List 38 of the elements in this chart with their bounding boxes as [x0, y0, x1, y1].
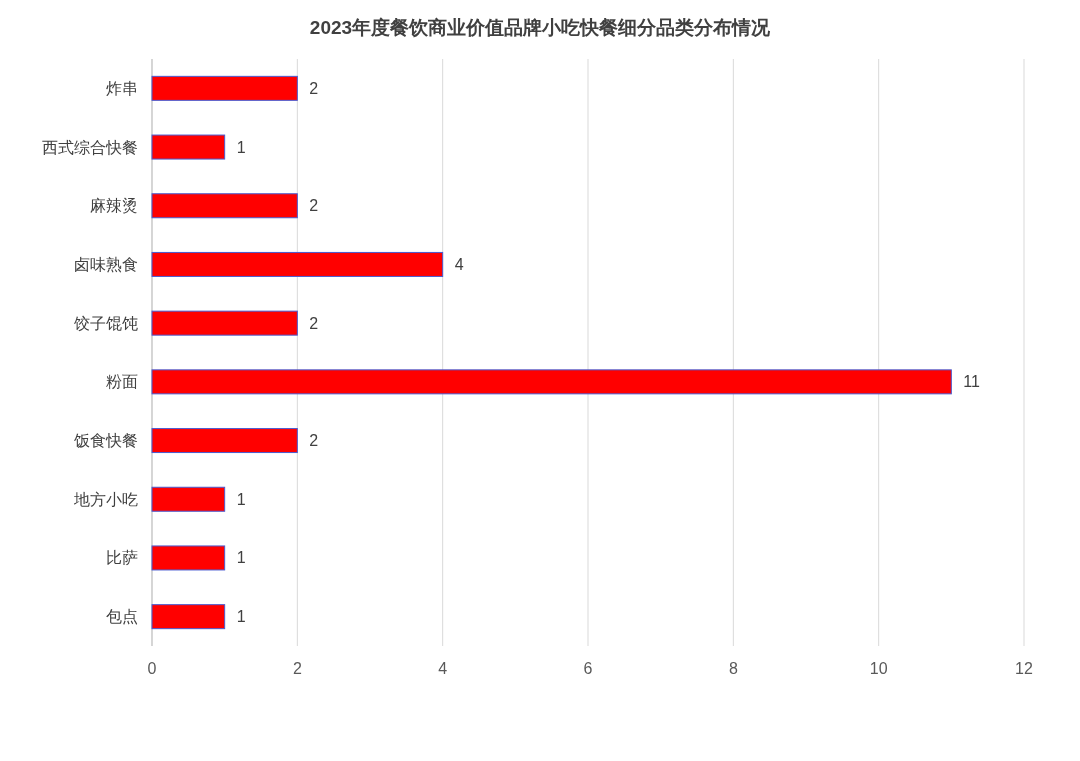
- bar: [151, 193, 298, 219]
- data-label: 4: [454, 255, 464, 273]
- chart-title: 2023年度餐饮商业价值品牌小吃快餐细分品类分布情况: [309, 16, 772, 38]
- data-label: 1: [236, 138, 246, 156]
- bar: [151, 486, 226, 512]
- y-tick-label: 包点: [106, 608, 138, 626]
- y-tick-label: 饺子馄饨: [73, 314, 138, 332]
- data-label: 2: [309, 79, 319, 97]
- bar: [151, 604, 226, 630]
- data-label: 2: [309, 432, 319, 450]
- y-tick-label: 比萨: [106, 549, 138, 567]
- bar: [151, 75, 298, 101]
- y-tick-label: 饭食快餐: [73, 432, 138, 450]
- y-tick-label: 卤味熟食: [74, 255, 138, 273]
- y-tick-label: 西式综合快餐: [42, 138, 138, 156]
- y-tick-label: 炸串: [106, 79, 138, 97]
- data-label: 11: [963, 373, 981, 391]
- bar: [151, 134, 226, 160]
- data-label: 1: [236, 549, 246, 567]
- data-label: 2: [309, 314, 319, 332]
- data-label: 1: [236, 490, 246, 508]
- data-label: 2: [309, 197, 319, 215]
- y-tick-label: 粉面: [106, 373, 138, 391]
- x-tick-label: 6: [583, 659, 593, 677]
- bar: [151, 369, 952, 395]
- bar: [151, 545, 226, 571]
- x-tick-label: 2: [292, 659, 302, 677]
- bar: [151, 251, 444, 277]
- y-tick-label: 地方小吃: [73, 490, 138, 508]
- x-tick-label: 8: [728, 659, 738, 677]
- x-tick-label: 0: [147, 659, 157, 677]
- data-label: 1: [236, 608, 246, 626]
- y-tick-label: 麻辣烫: [90, 197, 138, 215]
- x-tick-label: 4: [438, 659, 448, 677]
- x-tick-label: 12: [1015, 659, 1033, 677]
- bar: [151, 310, 298, 336]
- bar: [151, 428, 298, 454]
- x-tick-label: 10: [869, 659, 888, 677]
